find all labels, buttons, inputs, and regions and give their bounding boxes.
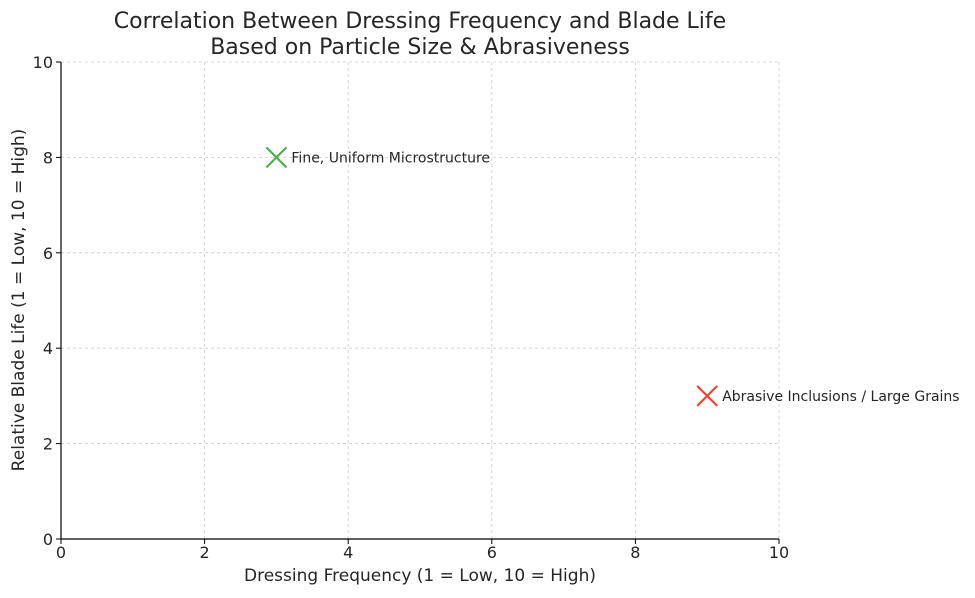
axes xyxy=(60,62,779,540)
data-label: Fine, Uniform Microstructure xyxy=(291,150,490,166)
y-tick-label: 0 xyxy=(43,530,53,549)
x-tick-label: 4 xyxy=(343,543,353,562)
data-label: Abrasive Inclusions / Large Grains xyxy=(722,389,959,405)
x-tick-label: 10 xyxy=(769,543,789,562)
y-tick-label: 4 xyxy=(43,339,53,358)
x-marker-stroke xyxy=(696,385,718,407)
x-tick-label: 6 xyxy=(487,543,497,562)
x-tick-label: 2 xyxy=(200,543,210,562)
data-points: Fine, Uniform Microstructure Abrasive Inc… xyxy=(265,146,960,407)
grid-lines xyxy=(60,61,780,540)
y-tick-label: 10 xyxy=(33,53,53,72)
x-tick-label: 8 xyxy=(630,543,640,562)
x-axis-label: Dressing Frequency (1 = Low, 10 = High) xyxy=(244,566,596,586)
x-marker-stroke xyxy=(265,146,288,169)
y-tick-label: 2 xyxy=(43,435,53,454)
y-axis-label: Relative Blade Life (1 = Low, 10 = High) xyxy=(9,129,29,472)
tick-labels: 0 2 4 6 8 10 0 2 4 6 8 10 xyxy=(33,53,790,562)
y-tick-label: 8 xyxy=(43,148,53,167)
x-tick-label: 0 xyxy=(56,543,66,562)
y-tick-label: 6 xyxy=(43,244,53,263)
chart-title-line-2: Based on Particle Size & Abrasiveness xyxy=(210,35,630,60)
data-point xyxy=(265,146,288,169)
chart-title-line-1: Correlation Between Dressing Frequency a… xyxy=(114,9,726,34)
data-point xyxy=(696,385,718,407)
